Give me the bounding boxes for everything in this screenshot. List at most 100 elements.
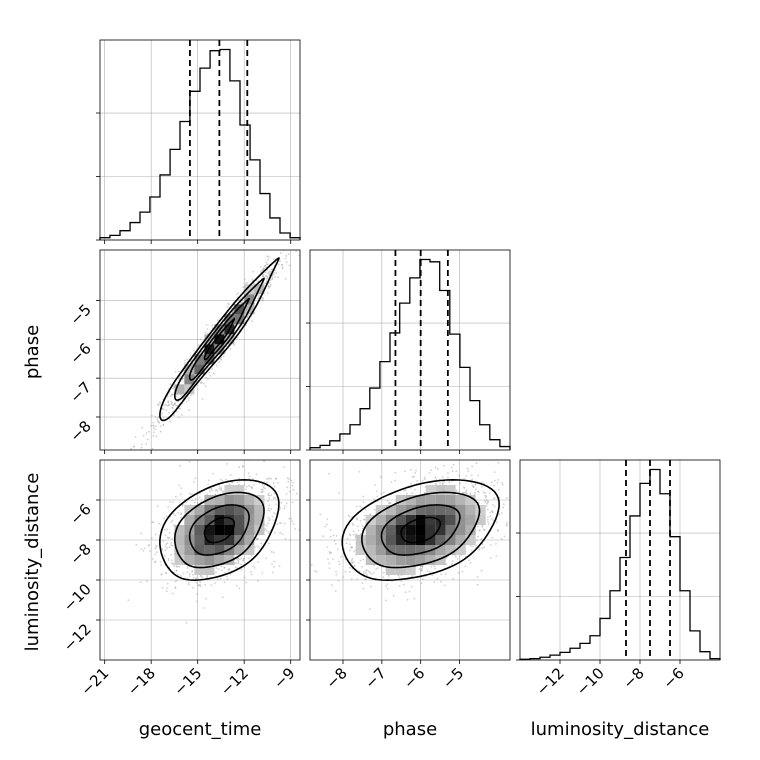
- sample-point: [351, 561, 353, 563]
- sample-point: [191, 570, 194, 573]
- sample-point: [221, 480, 224, 482]
- density-cell: [395, 525, 406, 535]
- sample-point: [269, 285, 272, 288]
- sample-point: [357, 529, 360, 532]
- density-cell: [224, 495, 235, 505]
- sample-point: [170, 544, 173, 546]
- sample-point: [294, 528, 296, 530]
- sample-point: [423, 491, 426, 494]
- sample-point: [154, 561, 157, 563]
- sample-point: [291, 520, 293, 523]
- sample-point: [190, 394, 192, 397]
- sample-point: [420, 569, 422, 572]
- sample-point: [283, 466, 286, 469]
- density-cell: [385, 565, 396, 575]
- sample-point: [451, 563, 453, 565]
- sample-point: [272, 273, 275, 276]
- sample-point: [485, 496, 487, 499]
- sample-point: [199, 585, 202, 588]
- density-cell: [174, 545, 185, 555]
- sample-point: [268, 504, 271, 507]
- sample-point: [254, 546, 256, 549]
- sample-point: [287, 480, 290, 483]
- sample-point: [212, 372, 215, 375]
- ytick-label-luminosity-distance: −12: [60, 620, 95, 655]
- sample-point: [527, 482, 529, 484]
- sample-point: [270, 551, 273, 553]
- sample-point: [463, 486, 465, 489]
- sample-point: [271, 278, 274, 281]
- sample-point: [489, 511, 491, 514]
- scatter-luminosity-distance-vs-geocent-time-frame: [99, 459, 301, 661]
- sample-point: [500, 512, 503, 514]
- sample-point: [108, 479, 110, 481]
- sample-point: [241, 300, 244, 302]
- sample-point: [210, 489, 213, 491]
- sample-point: [416, 480, 419, 482]
- sample-point: [154, 560, 157, 563]
- sample-point: [352, 530, 355, 533]
- sample-point: [462, 491, 464, 494]
- sample-point: [264, 527, 267, 530]
- density-cell: [204, 495, 215, 505]
- sample-point: [480, 538, 482, 541]
- sample-point: [364, 508, 367, 511]
- sample-point: [176, 579, 178, 582]
- sample-point: [159, 425, 162, 427]
- sample-point: [348, 515, 351, 518]
- sample-point: [528, 529, 530, 531]
- sample-point: [324, 525, 327, 528]
- density-cell: [455, 515, 466, 525]
- sample-point: [243, 557, 246, 560]
- sample-point: [443, 481, 446, 483]
- sample-point: [340, 555, 343, 558]
- contour-line: [361, 491, 481, 569]
- sample-point: [370, 585, 372, 588]
- sample-point: [188, 399, 190, 401]
- sample-point: [284, 538, 287, 540]
- sample-point: [173, 403, 176, 405]
- sample-point: [312, 212, 314, 214]
- sample-point: [262, 267, 265, 270]
- sample-point: [372, 572, 375, 574]
- sample-point: [263, 267, 265, 270]
- sample-point: [166, 582, 169, 585]
- xtick-label-geocent-time: −21: [77, 664, 112, 699]
- sample-point: [177, 370, 180, 373]
- sample-point: [206, 575, 209, 577]
- density-cell: [234, 505, 245, 515]
- sample-point: [292, 481, 294, 484]
- sample-point: [153, 431, 155, 434]
- sample-point: [429, 571, 431, 573]
- sample-point: [192, 586, 194, 589]
- sample-point: [145, 432, 148, 434]
- sample-point: [493, 497, 496, 500]
- sample-point: [270, 279, 272, 281]
- sample-point: [288, 264, 291, 267]
- sample-point: [304, 508, 306, 510]
- sample-point: [497, 461, 500, 464]
- sample-point: [456, 558, 459, 560]
- sample-point: [267, 285, 270, 288]
- sample-point: [166, 587, 168, 589]
- sample-point: [499, 458, 501, 460]
- sample-point: [195, 581, 198, 584]
- sample-point: [208, 371, 211, 374]
- sample-point: [361, 525, 364, 527]
- sample-point: [497, 529, 499, 532]
- sample-point: [167, 400, 170, 403]
- sample-point: [328, 550, 331, 553]
- sample-point: [359, 505, 361, 508]
- sample-point: [216, 578, 219, 581]
- sample-point: [374, 484, 377, 486]
- sample-point: [319, 513, 322, 516]
- sample-point: [201, 381, 203, 384]
- sample-point: [152, 521, 155, 524]
- density-cell: [405, 495, 416, 505]
- sample-point: [491, 510, 493, 512]
- sample-point: [443, 464, 446, 467]
- sample-point: [388, 502, 390, 505]
- sample-point: [477, 491, 480, 493]
- sample-point: [165, 409, 168, 412]
- sample-point: [161, 412, 164, 414]
